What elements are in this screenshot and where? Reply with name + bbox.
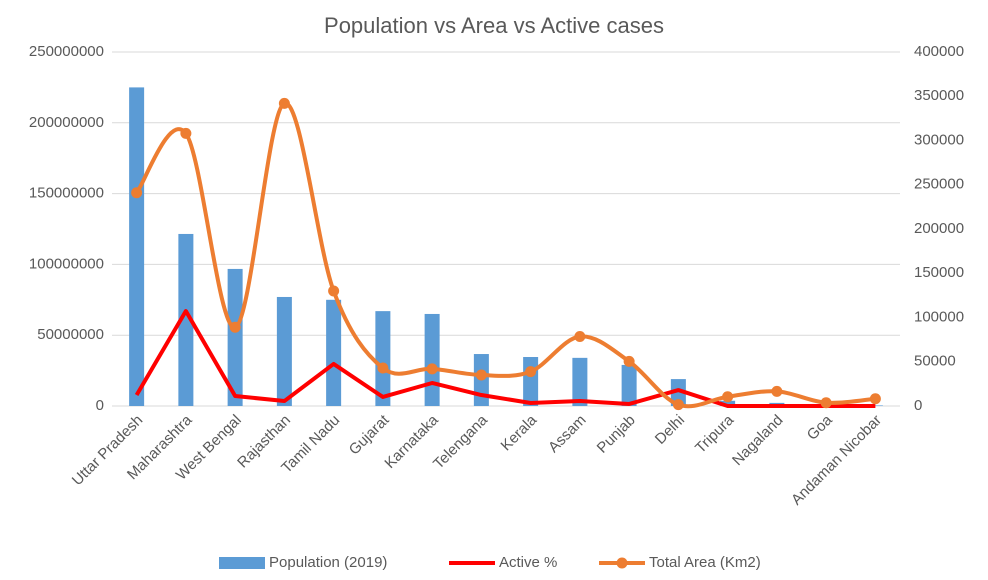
marker [328,285,340,297]
marker [623,355,635,367]
y2-tick-label: 400000 [914,43,964,60]
bar [621,364,637,406]
bar [178,233,194,406]
bar [227,268,243,406]
marker [672,399,684,411]
y2-tick-label: 350000 [914,87,964,104]
marker [377,362,389,374]
marker [869,393,881,405]
y-tick-label: 150000000 [29,185,104,202]
legend-swatch [219,557,265,569]
y2-tick-label: 100000 [914,308,964,325]
marker [131,187,143,199]
y2-tick-label: 250000 [914,176,964,193]
marker [180,127,192,139]
y-tick-label: 250000000 [29,43,104,60]
marker [525,366,537,378]
y2-tick-label: 150000 [914,264,964,281]
y-tick-label: 50000000 [37,326,104,343]
marker [722,391,734,403]
marker [574,331,586,343]
legend-label: Active % [499,554,557,571]
marker [475,369,487,381]
line [134,309,876,408]
marker [278,97,290,109]
bar [129,87,145,407]
bar [523,357,539,406]
legend-label: Population (2019) [269,554,387,571]
marker [426,363,438,375]
chart-title: Population vs Area vs Active cases [324,13,664,38]
marker [229,321,241,333]
y2-tick-label: 50000 [914,353,956,370]
marker [771,385,783,397]
legend-marker [616,557,628,569]
marker [820,397,832,409]
y-tick-label: 200000000 [29,114,104,131]
y2-tick-label: 0 [914,397,922,414]
bar [572,357,588,406]
y-tick-label: 100000000 [29,255,104,272]
bar [276,296,292,406]
y-tick-label: 0 [96,397,104,414]
bar [375,311,391,406]
y2-tick-label: 300000 [914,131,964,148]
legend-label: Total Area (Km2) [649,554,761,571]
bar [326,299,342,406]
y2-tick-label: 200000 [914,220,964,237]
bar [720,400,736,406]
bar [670,379,686,406]
bar [424,313,440,406]
